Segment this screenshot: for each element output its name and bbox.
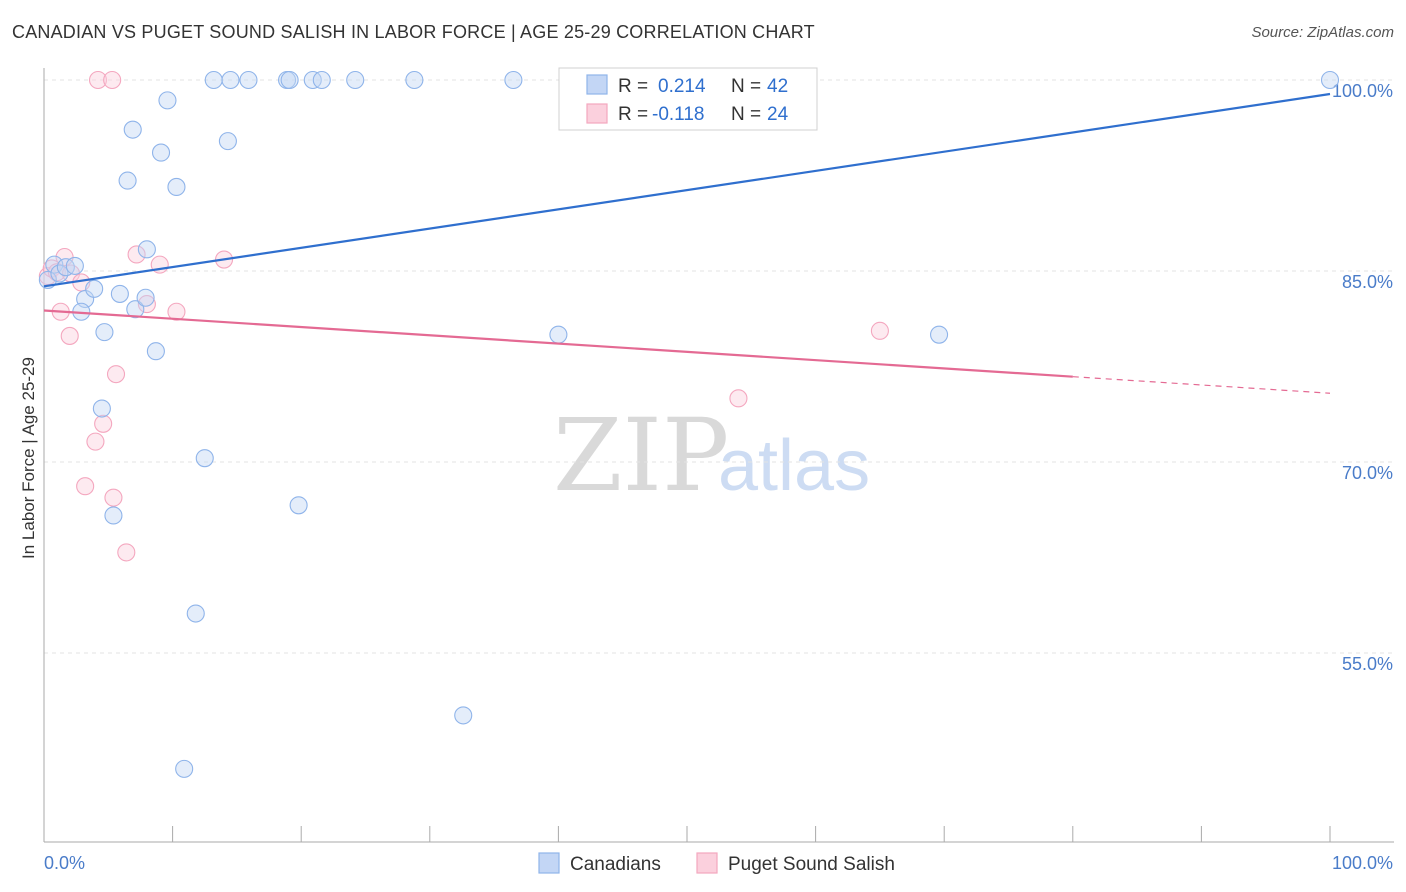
- salish-n-value: 24: [767, 104, 789, 125]
- salish-n-label: N =: [731, 104, 761, 125]
- canadians-point-17: [289, 496, 308, 515]
- canadians-point-12: [136, 288, 155, 307]
- canadians-point-20: [175, 759, 194, 778]
- x-axis-ticks: [43, 826, 1331, 842]
- watermark-zip: ZIP: [553, 397, 729, 514]
- stats-legend: R = 0.214 N = 42 R = -0.118 N = 24: [558, 67, 818, 131]
- salish-point-12: [104, 488, 123, 507]
- canadians-point-16: [195, 449, 214, 468]
- salish-r-value: -0.118: [652, 104, 704, 125]
- salish-point-14: [127, 245, 146, 264]
- canadians-r-value: 0.214: [658, 76, 706, 97]
- series-legend: Canadians Puget Sound Salish: [538, 852, 895, 875]
- canadians-point-9: [110, 284, 129, 303]
- salish-point-11: [76, 477, 95, 496]
- canadians-point-34: [346, 70, 365, 90]
- canadians-point-22: [123, 120, 142, 139]
- canadians-point-7: [85, 279, 104, 298]
- canadians-point-24: [167, 177, 186, 197]
- chart-title: CANADIAN VS PUGET SOUND SALISH IN LABOR …: [12, 22, 815, 42]
- salish-point-20: [103, 70, 122, 90]
- y-tick-label-85: 85.0%: [1342, 272, 1393, 292]
- salish-point-16: [167, 302, 186, 321]
- gridlines: [44, 79, 1394, 654]
- canadians-trend-line: [43, 92, 1331, 288]
- x-tick-label-min: 0.0%: [44, 853, 85, 873]
- canadians-point-26: [218, 132, 237, 151]
- canadians-point-27: [204, 70, 223, 90]
- salish-point-10: [86, 432, 105, 451]
- series-salish-points: [38, 70, 889, 562]
- canadians-point-8: [95, 323, 114, 342]
- salish-point-7: [60, 326, 79, 345]
- canadians-point-31: [280, 70, 299, 90]
- canadians-r-label: R =: [618, 76, 648, 97]
- canadians-point-11: [137, 240, 156, 259]
- canadians-n-value: 42: [767, 76, 788, 97]
- y-tick-label-100: 100.0%: [1332, 81, 1393, 101]
- canadians-point-14: [92, 399, 111, 418]
- legend-canadians-label: Canadians: [570, 854, 661, 875]
- canadians-point-23: [151, 143, 171, 162]
- canadians-point-13: [146, 342, 165, 361]
- canadians-point-28: [221, 70, 240, 90]
- salish-point-13: [117, 543, 136, 562]
- salish-trend-extension: [1072, 376, 1331, 394]
- canadians-point-18: [186, 604, 205, 623]
- canadians-point-35: [405, 70, 424, 90]
- canadians-point-19: [454, 706, 473, 725]
- series-canadians-points: [38, 70, 1340, 778]
- legend-salish-swatch: [696, 852, 718, 874]
- canadians-point-3: [56, 258, 75, 277]
- canadians-point-39: [549, 325, 568, 344]
- legend-canadians-swatch: [538, 852, 560, 874]
- canadians-n-label: N =: [731, 76, 761, 97]
- y-axis-tick-labels: 55.0% 70.0% 85.0% 100.0%: [1332, 81, 1393, 674]
- salish-point-21: [729, 389, 748, 408]
- salish-swatch: [586, 103, 608, 124]
- canadians-point-21: [118, 171, 137, 190]
- canadians-point-36: [504, 70, 523, 90]
- canadians-swatch: [586, 74, 608, 95]
- salish-trend-line: [43, 309, 1073, 378]
- canadians-point-15: [104, 506, 123, 525]
- salish-point-8: [106, 365, 126, 384]
- y-tick-label-55: 55.0%: [1342, 654, 1393, 674]
- salish-r-label: R =: [618, 104, 648, 125]
- canadians-point-4: [65, 256, 84, 275]
- x-tick-label-max: 100.0%: [1332, 853, 1393, 873]
- canadians-point-41: [1320, 70, 1340, 90]
- y-axis-title: In Labor Force | Age 25-29: [19, 357, 38, 559]
- legend-salish-label: Puget Sound Salish: [728, 854, 895, 875]
- salish-point-22: [870, 321, 889, 340]
- salish-point-9: [94, 414, 113, 433]
- y-tick-label-70: 70.0%: [1342, 463, 1393, 483]
- salish-point-19: [88, 70, 108, 90]
- canadians-point-40: [930, 325, 949, 344]
- canadians-point-33: [312, 70, 331, 90]
- trend-lines: [43, 92, 1331, 394]
- source-label: Source: ZipAtlas.com: [1251, 24, 1394, 41]
- canadians-point-29: [239, 70, 258, 90]
- canadians-point-1: [45, 255, 64, 274]
- watermark-atlas: atlas: [718, 426, 870, 506]
- canadians-point-25: [158, 91, 177, 110]
- canadians-point-10: [126, 300, 145, 319]
- salish-point-17: [137, 295, 156, 314]
